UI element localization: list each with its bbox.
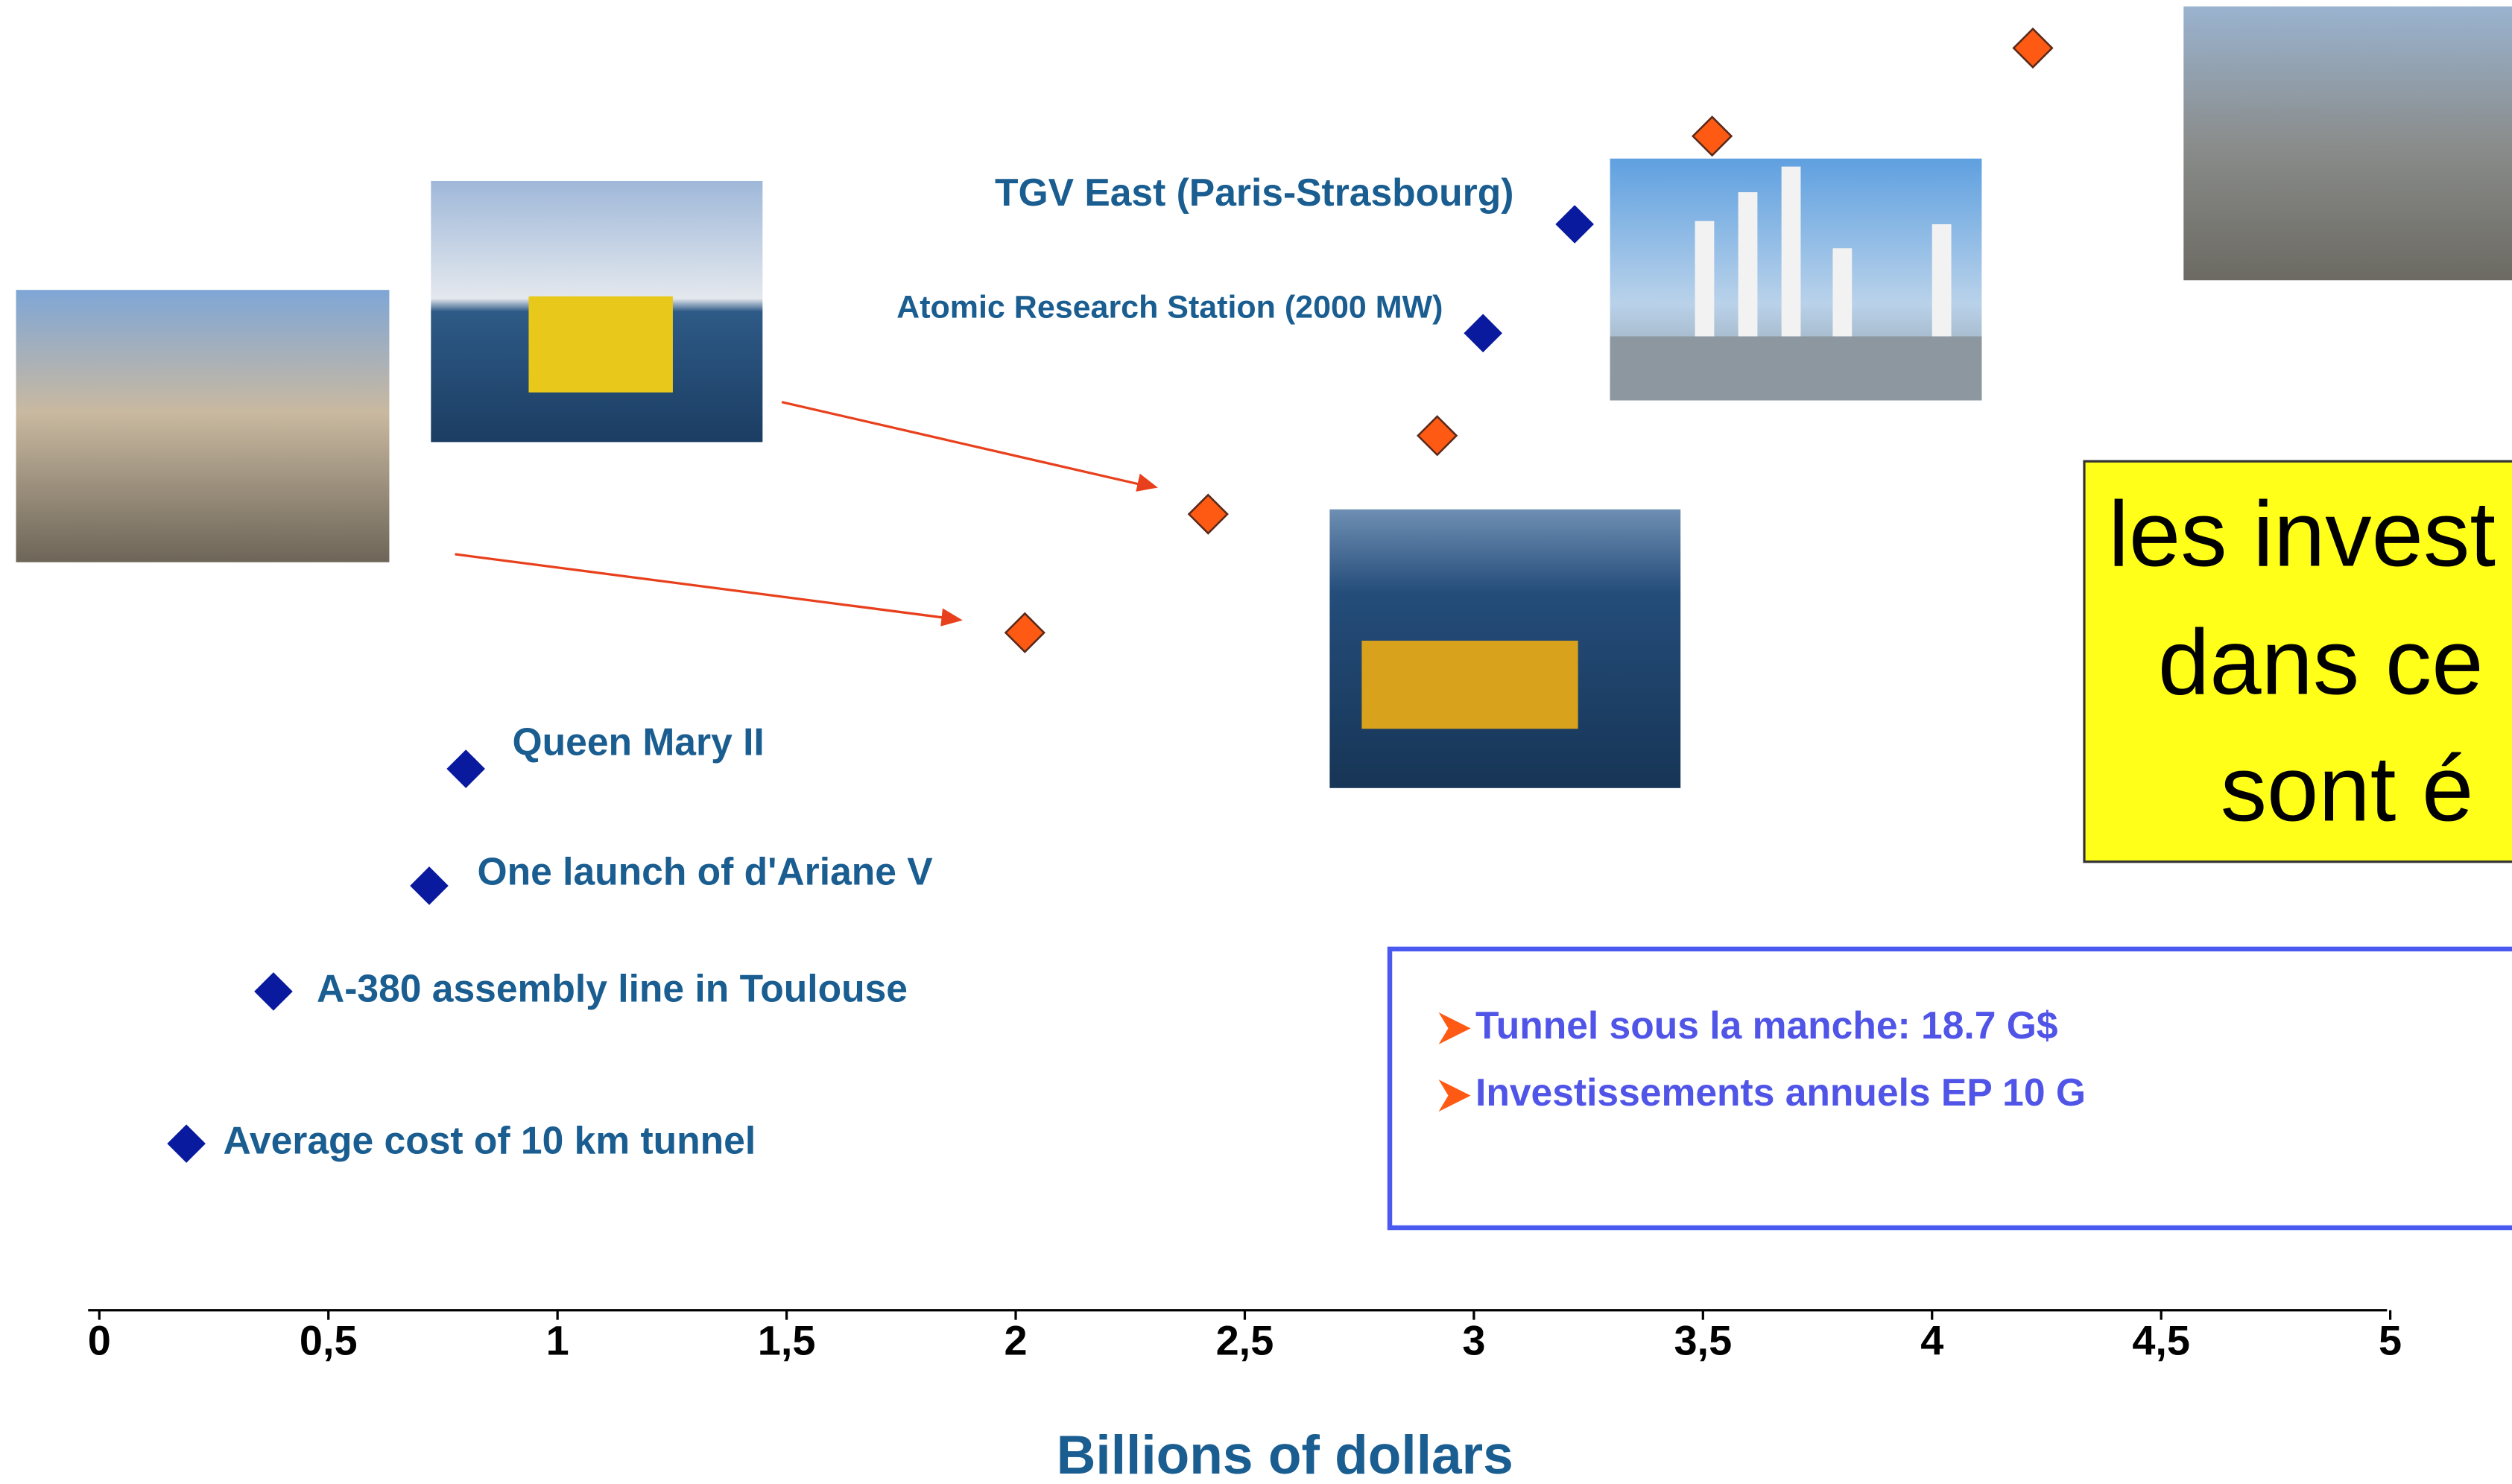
photo-detail — [528, 296, 673, 393]
point — [1464, 314, 1502, 353]
point — [1691, 115, 1733, 157]
x-tick-label: 0 — [88, 1317, 111, 1364]
note-text: Investissements annuels EP 10 G — [1475, 1071, 2086, 1114]
callout-text: sont é — [2221, 737, 2474, 840]
point — [446, 749, 485, 788]
x-tick-label: 5 — [2379, 1317, 2402, 1364]
point-label: One launch of d'Ariane V — [477, 850, 933, 893]
notes-box — [1387, 946, 2512, 1231]
point-label: Atomic Research Station (2000 MW) — [896, 289, 1443, 325]
x-tick-label: 0,5 — [300, 1317, 358, 1364]
note-text: Tunnel sous la manche: 18.7 G$ — [1475, 1003, 2058, 1047]
arrow — [455, 401, 1158, 627]
callout-text: dans ce — [2158, 611, 2484, 714]
x-tick-label: 4 — [1920, 1317, 1943, 1364]
x-tick-label: 2 — [1004, 1317, 1027, 1364]
x-axis-label: Billions of dollars — [1057, 1425, 1513, 1484]
point — [410, 866, 449, 905]
point — [1417, 415, 1458, 457]
point — [254, 972, 293, 1011]
photo — [2183, 6, 2512, 281]
callout-box — [2083, 460, 2512, 863]
photo-detail — [1610, 166, 1982, 401]
x-tick-label: 3,5 — [1674, 1317, 1732, 1364]
point-label: TGV East (Paris-Strasbourg) — [995, 171, 1513, 214]
photo-detail — [1361, 641, 1578, 729]
x-tick-label: 2,5 — [1216, 1317, 1274, 1364]
point — [167, 1124, 206, 1163]
bullet — [1438, 1012, 1471, 1044]
point — [2012, 27, 2054, 69]
callout-text: les invest — [2108, 483, 2496, 586]
x-tick-label: 4,5 — [2132, 1317, 2190, 1364]
point — [1004, 612, 1045, 653]
point — [1187, 493, 1229, 535]
photo — [16, 290, 390, 562]
x-tick-label: 1,5 — [758, 1317, 816, 1364]
point-label: A-380 assembly line in Toulouse — [317, 966, 908, 1009]
point-label: Average cost of 10 km tunnel — [224, 1119, 756, 1162]
point — [1555, 205, 1594, 244]
bullet — [1438, 1079, 1471, 1112]
x-tick-label: 3 — [1462, 1317, 1485, 1364]
point-label: Queen Mary II — [513, 720, 765, 763]
x-tick-label: 1 — [546, 1317, 569, 1364]
